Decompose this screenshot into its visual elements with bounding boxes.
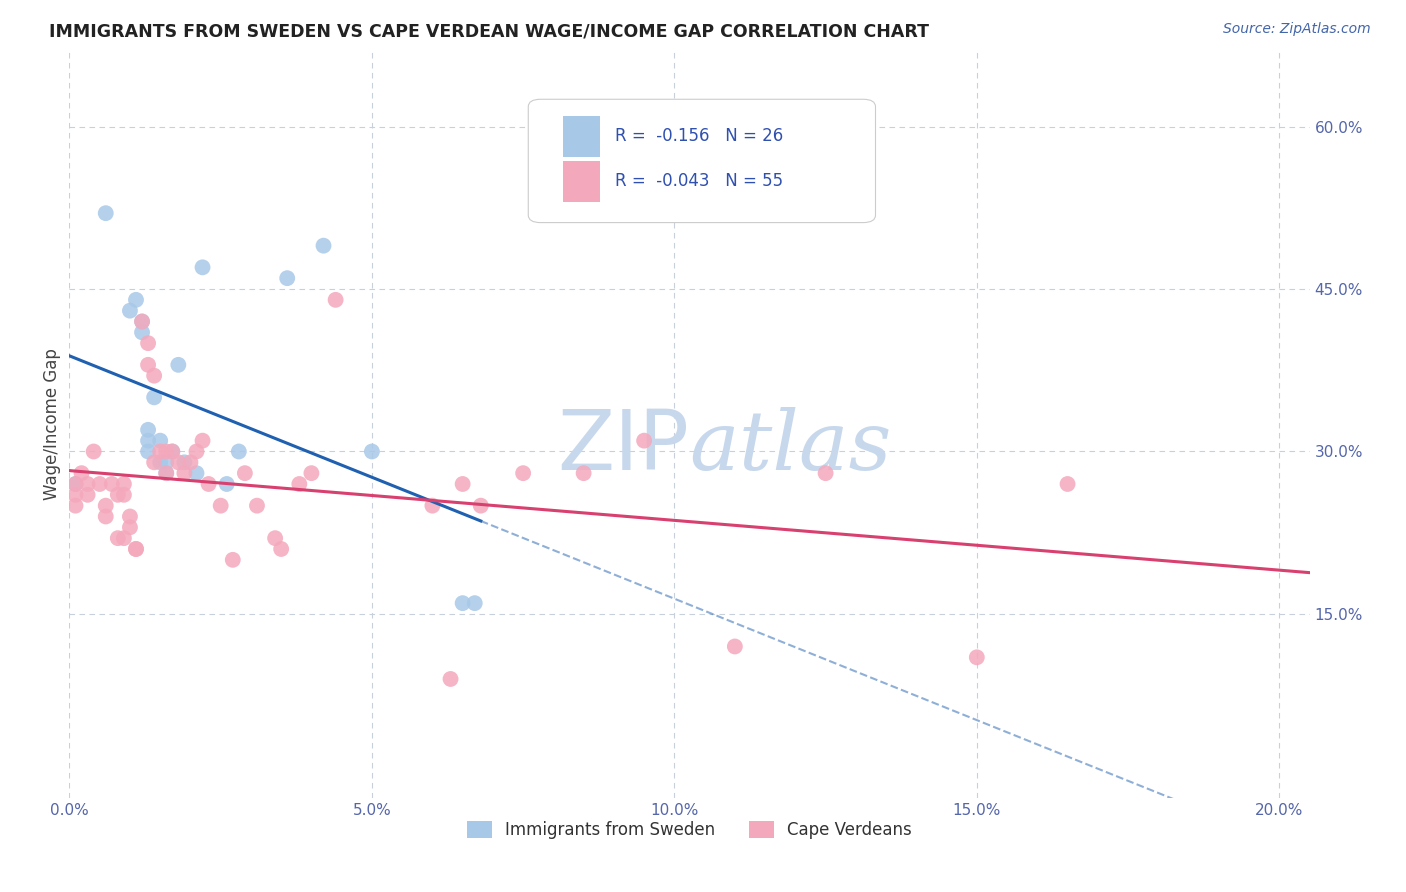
Text: atlas: atlas (689, 407, 891, 487)
Point (118, 520, 141, 534)
Point (155, 444, 177, 458)
Point (270, 541, 292, 556)
Point (222, 553, 245, 567)
Point (572, 466, 595, 480)
Point (94, 509, 117, 524)
Point (118, 509, 141, 524)
Legend: Immigrants from Sweden, Cape Verdeans: Immigrants from Sweden, Cape Verdeans (460, 814, 918, 846)
Point (112, 477, 135, 491)
Point (155, 466, 177, 480)
Point (143, 368, 166, 383)
Point (143, 390, 166, 404)
Point (155, 455, 177, 469)
Point (264, 531, 287, 545)
Point (107, 531, 129, 545)
Point (65, 499, 87, 513)
Point (125, 293, 148, 307)
Y-axis label: Wage/Income Gap: Wage/Income Gap (44, 349, 60, 500)
Point (94, 499, 117, 513)
FancyBboxPatch shape (562, 116, 600, 157)
Point (136, 434, 159, 448)
Text: R =  -0.043   N = 55: R = -0.043 N = 55 (614, 172, 783, 190)
Point (83, 444, 105, 458)
Point (149, 455, 172, 469)
Point (101, 477, 124, 491)
Point (633, 434, 655, 448)
Point (186, 444, 208, 458)
Point (167, 358, 190, 372)
Point (325, 293, 347, 307)
Point (149, 444, 172, 458)
Point (724, 640, 747, 654)
Point (136, 336, 159, 351)
Point (361, 444, 384, 458)
Point (228, 444, 250, 458)
Point (162, 444, 184, 458)
Point (246, 499, 269, 513)
Point (136, 358, 159, 372)
Point (107, 488, 129, 502)
Point (451, 596, 474, 610)
Point (125, 541, 148, 556)
Point (131, 314, 153, 328)
Point (209, 499, 232, 513)
Point (233, 466, 256, 480)
Point (179, 455, 201, 469)
Point (118, 303, 141, 318)
Point (94, 206, 117, 220)
Point (167, 455, 190, 469)
Point (464, 596, 486, 610)
Point (451, 477, 474, 491)
Point (162, 444, 184, 458)
Point (173, 466, 195, 480)
Text: Source: ZipAtlas.com: Source: ZipAtlas.com (1223, 22, 1371, 37)
Point (439, 672, 461, 686)
FancyBboxPatch shape (529, 99, 876, 223)
Text: R =  -0.156   N = 26: R = -0.156 N = 26 (614, 128, 783, 145)
Point (155, 466, 177, 480)
Point (136, 423, 159, 437)
Point (197, 477, 219, 491)
Point (89, 477, 111, 491)
Point (215, 477, 238, 491)
Point (131, 314, 153, 328)
Point (191, 434, 214, 448)
Point (276, 271, 298, 285)
Point (288, 477, 311, 491)
Point (131, 326, 153, 340)
Point (299, 466, 322, 480)
Point (143, 455, 166, 469)
Point (65, 477, 87, 491)
Point (422, 499, 444, 513)
Point (136, 444, 159, 458)
Point (112, 531, 135, 545)
Point (312, 238, 335, 252)
Text: ZIP: ZIP (558, 407, 689, 487)
Point (70, 466, 93, 480)
Point (814, 466, 837, 480)
Text: IMMIGRANTS FROM SWEDEN VS CAPE VERDEAN WAGE/INCOME GAP CORRELATION CHART: IMMIGRANTS FROM SWEDEN VS CAPE VERDEAN W… (49, 22, 929, 40)
Point (1056, 477, 1078, 491)
Point (65, 477, 87, 491)
Point (149, 434, 172, 448)
Point (470, 499, 492, 513)
Point (76, 488, 98, 502)
Point (512, 466, 534, 480)
Point (191, 260, 214, 275)
FancyBboxPatch shape (562, 161, 600, 202)
Point (65, 488, 87, 502)
Point (173, 455, 195, 469)
Point (112, 488, 135, 502)
Point (76, 477, 98, 491)
Point (125, 541, 148, 556)
Point (966, 650, 988, 665)
Point (186, 466, 208, 480)
